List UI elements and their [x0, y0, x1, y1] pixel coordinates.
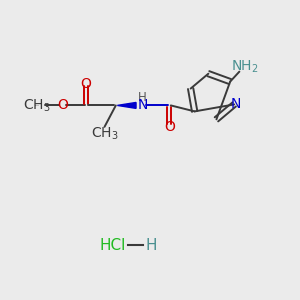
Text: methyl: methyl [34, 105, 40, 106]
Text: O: O [57, 98, 68, 112]
Polygon shape [117, 102, 136, 108]
Text: CH$_3$: CH$_3$ [91, 125, 118, 142]
Text: H: H [138, 91, 147, 103]
Text: NH$_2$: NH$_2$ [232, 59, 259, 75]
Text: CH$_3$: CH$_3$ [23, 97, 51, 114]
Text: H: H [146, 238, 157, 253]
Text: N: N [137, 98, 148, 112]
Text: O: O [81, 77, 92, 91]
Text: O: O [164, 120, 175, 134]
Text: N: N [230, 98, 241, 111]
Text: HCl: HCl [100, 238, 126, 253]
